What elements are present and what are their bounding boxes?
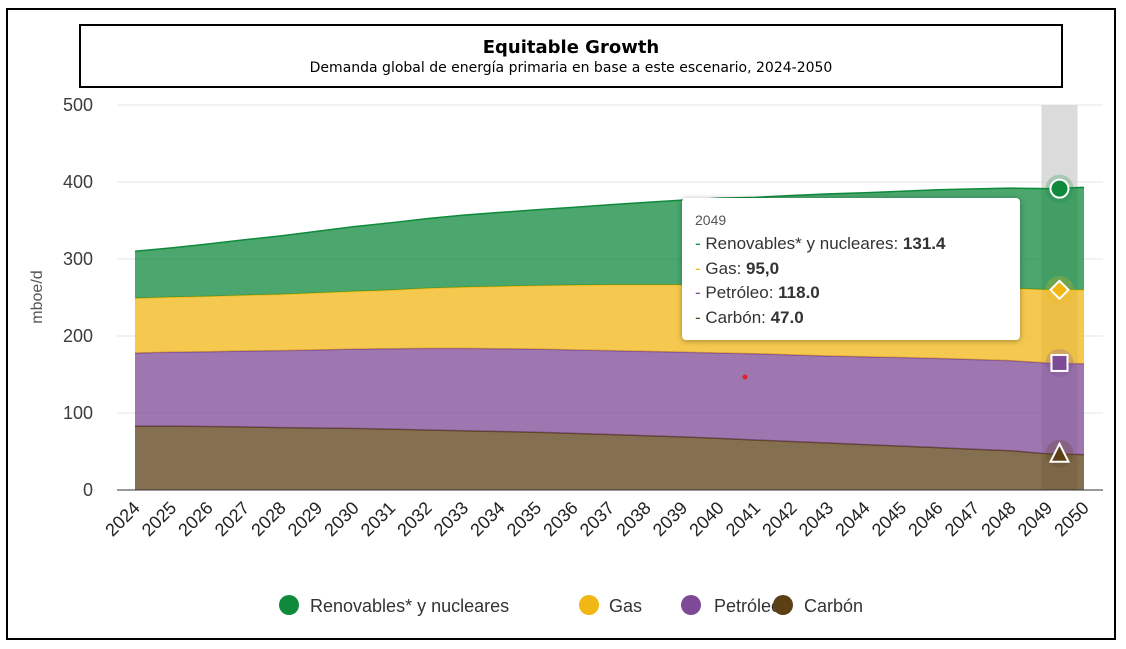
tooltip-series-name: Gas: <box>705 258 747 278</box>
legend-label-petr-leo[interactable]: Petróleo <box>714 596 781 616</box>
title-box: Equitable Growth Demanda global de energ… <box>79 24 1063 88</box>
tooltip-series-dash: - <box>695 234 706 253</box>
legend-label-carb-n[interactable]: Carbón <box>804 596 863 616</box>
marker-gas <box>1049 279 1070 301</box>
x-tick-2046: 2046 <box>904 498 946 540</box>
tooltip-series-name: Petróleo: <box>705 283 779 302</box>
legend-swatch-petr-leo[interactable] <box>681 595 701 615</box>
x-tick-2044: 2044 <box>831 498 873 540</box>
legend-swatch-carb-n[interactable] <box>773 595 793 615</box>
x-tick-2040: 2040 <box>685 498 727 540</box>
y-tick-400: 400 <box>63 172 93 192</box>
y-tick-200: 200 <box>63 326 93 346</box>
tooltip-series-name: Carbón: <box>705 307 771 327</box>
tooltip-series-dash: - <box>695 283 706 302</box>
tooltip-series-value: 131.4 <box>902 234 946 253</box>
legend-label-gas[interactable]: Gas <box>609 596 642 616</box>
tooltip: 2049 - Renovables* y nucleares: 131.4- G… <box>682 198 1020 340</box>
tooltip-row: - Gas: 95,0 <box>695 257 1008 282</box>
x-tick-2028: 2028 <box>247 498 289 540</box>
x-tick-2041: 2041 <box>722 498 764 540</box>
x-tick-2047: 2047 <box>941 498 983 540</box>
legend-label-renovables-y-nucleares[interactable]: Renovables* y nucleares <box>310 596 509 616</box>
x-tick-2032: 2032 <box>393 498 435 540</box>
x-tick-2025: 2025 <box>138 498 180 540</box>
y-tick-100: 100 <box>63 403 93 423</box>
x-tick-2049: 2049 <box>1014 498 1056 540</box>
x-tick-2042: 2042 <box>758 498 800 540</box>
x-tick-2029: 2029 <box>284 498 326 540</box>
x-tick-2026: 2026 <box>174 498 216 540</box>
tooltip-series-dash: - <box>695 258 706 278</box>
marker-renovables-y-nucleares <box>1049 178 1070 199</box>
tooltip-row: - Renovables* y nucleares: 131.4 <box>695 232 1008 257</box>
x-tick-2045: 2045 <box>868 498 910 540</box>
hover-markers <box>1045 174 1074 468</box>
x-tick-2031: 2031 <box>357 498 399 540</box>
tooltip-series-dash: - <box>695 307 706 327</box>
legend-swatch-renovables-y-nucleares[interactable] <box>279 595 299 615</box>
y-axis: 0 100 200 300 400 500 <box>63 95 93 500</box>
tooltip-row: - Carbón: 47.0 <box>695 306 1008 331</box>
legend-swatch-gas[interactable] <box>579 595 599 615</box>
tooltip-series-value: 95,0 <box>746 258 780 278</box>
y-tick-500: 500 <box>63 95 93 115</box>
x-tick-2037: 2037 <box>576 498 618 540</box>
y-tick-0: 0 <box>83 480 93 500</box>
tooltip-row: - Petróleo: 118.0 <box>695 281 1008 306</box>
x-tick-2035: 2035 <box>503 498 545 540</box>
stray-red-dot <box>742 374 748 380</box>
marker-carb-n <box>1048 441 1071 463</box>
chart-subtitle: Demanda global de energía primaria en ba… <box>309 60 833 76</box>
legend[interactable]: Renovables* y nucleares Gas Petróleo Carbón <box>279 595 863 616</box>
x-tick-2043: 2043 <box>795 498 837 540</box>
x-tick-2027: 2027 <box>211 498 253 540</box>
area-petr-leo[interactable] <box>135 348 1084 455</box>
line-renovables-y-nucleares <box>134 186 1085 253</box>
tooltip-series-value: 118.0 <box>778 283 820 302</box>
x-tick-2033: 2033 <box>430 498 472 540</box>
y-tick-300: 300 <box>63 249 93 269</box>
x-axis: 2024202520262027202820292030203120322033… <box>101 498 1092 540</box>
chart-title: Equitable Growth <box>482 37 660 58</box>
y-axis-label: mboe/d <box>29 270 46 323</box>
tooltip-series-value: 47.0 <box>770 307 804 327</box>
marker-petr-leo <box>1050 353 1069 372</box>
x-tick-2048: 2048 <box>977 498 1019 540</box>
tooltip-header: 2049 <box>695 212 727 228</box>
x-tick-2050: 2050 <box>1050 498 1092 540</box>
x-tick-2024: 2024 <box>101 498 143 540</box>
x-tick-2034: 2034 <box>466 498 508 540</box>
x-tick-2036: 2036 <box>539 498 581 540</box>
x-tick-2039: 2039 <box>649 498 691 540</box>
tooltip-series-name: Renovables* y nucleares: <box>705 234 903 253</box>
x-tick-2038: 2038 <box>612 498 654 540</box>
area-carb-n[interactable] <box>135 426 1084 490</box>
x-tick-2030: 2030 <box>320 498 362 540</box>
